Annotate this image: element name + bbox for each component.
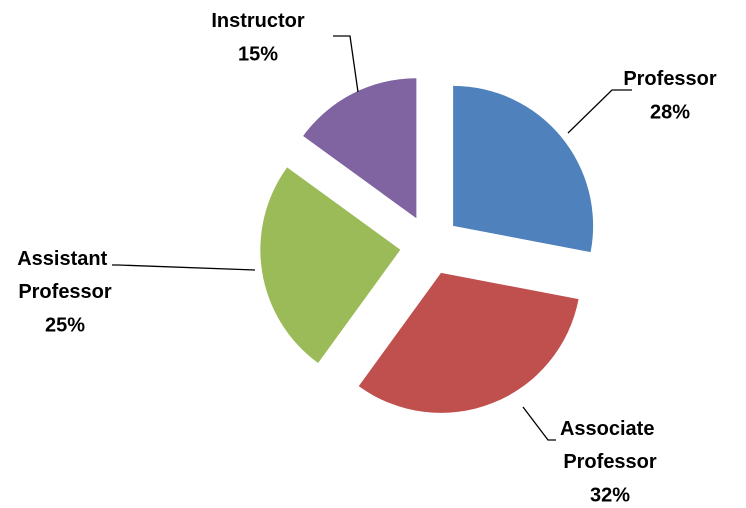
slice-value-label: 28% [650,101,690,123]
leader-line [522,406,556,441]
leader-line [112,264,256,271]
slice-label: Professor [623,68,717,90]
slice-label: Instructor [211,10,305,32]
slice-value-label: 15% [238,43,278,65]
slice-label: Assistant Professor [17,248,113,303]
leader-line [333,35,359,93]
pie-slice [303,78,417,219]
pie-slice [260,167,401,363]
slice-value-label: 32% [590,484,630,506]
pie-slice [453,85,594,253]
pie-slice [358,272,579,413]
slice-label: Associate Professor [560,418,660,473]
leader-line [567,89,632,134]
slice-value-label: 25% [45,314,85,336]
